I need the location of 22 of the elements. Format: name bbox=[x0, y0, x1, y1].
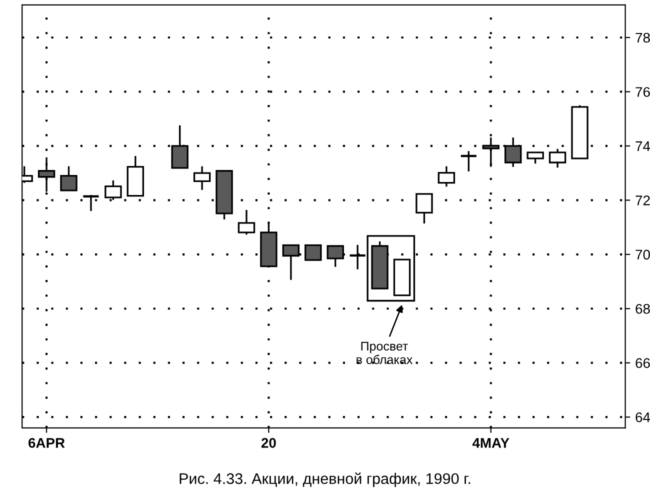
x-tick-label: 20 bbox=[261, 438, 276, 448]
candlestick bbox=[460, 150, 478, 172]
y-tick-label: 66 bbox=[636, 358, 650, 368]
candlestick bbox=[238, 209, 256, 236]
x-tick-label: 6APR bbox=[28, 438, 65, 448]
y-tick-label: 78 bbox=[636, 32, 650, 43]
candlestick bbox=[304, 244, 322, 261]
y-tick-label: 70 bbox=[636, 250, 650, 260]
candlestick bbox=[193, 165, 211, 191]
y-tick-label: 76 bbox=[636, 87, 650, 97]
candlestick bbox=[548, 148, 566, 168]
candlestick bbox=[416, 193, 433, 224]
y-tick-label: 72 bbox=[636, 196, 650, 206]
candlestick bbox=[438, 165, 456, 188]
annotation: Просвет в облаках bbox=[356, 342, 413, 364]
x-tick-label: 4MAY bbox=[472, 438, 510, 448]
y-tick-label: 74 bbox=[636, 141, 650, 151]
candlestick bbox=[60, 165, 78, 192]
candlestick bbox=[526, 152, 544, 164]
y-tick-label: 64 bbox=[636, 412, 650, 422]
text: Рис. 4.33. Акции, дневной график, 1990 г. bbox=[180, 472, 470, 488]
y-tick-label: 68 bbox=[636, 304, 650, 314]
